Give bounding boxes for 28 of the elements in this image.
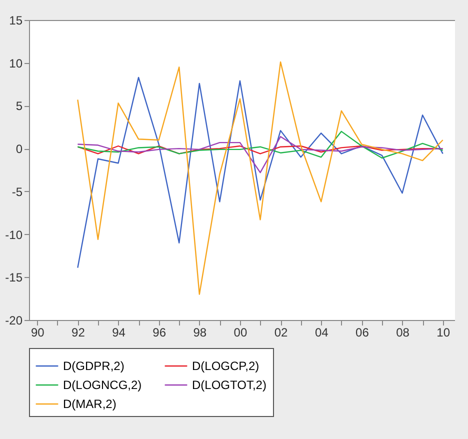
x-tick-label: 02 (274, 326, 288, 340)
y-tick-label: -15 (5, 270, 23, 285)
x-tick-label: 06 (356, 326, 370, 340)
y-tick-label: -5 (12, 184, 23, 199)
legend-label: D(LOGNCG,2) (63, 378, 142, 392)
x-tick-label: 90 (30, 326, 45, 340)
legend-label: D(LOGCP,2) (192, 359, 260, 373)
line-series (77, 136, 444, 174)
x-tick-label: 00 (234, 326, 248, 340)
x-tick-label: 94 (112, 326, 126, 340)
y-tick-label: 5 (16, 99, 23, 114)
y-tick-label: -20 (5, 314, 23, 328)
y-tick-label: -10 (5, 228, 23, 242)
x-tick-label: 10 (436, 326, 450, 340)
x-tick-label: 04 (314, 326, 329, 340)
legend-label: D(LOGTOT,2) (192, 378, 266, 392)
x-tick-label: 98 (193, 326, 207, 340)
y-tick-label: 15 (9, 14, 23, 28)
x-tick-label: 92 (72, 326, 86, 340)
line-series (77, 76, 444, 268)
legend-label: D(GDPR,2) (63, 359, 124, 373)
x-tick-label: 96 (152, 326, 166, 340)
x-tick-label: 08 (396, 326, 410, 340)
y-tick-label: 10 (9, 56, 23, 70)
line-series (77, 61, 444, 295)
y-tick-label: 0 (16, 142, 23, 156)
legend-label: D(MAR,2) (63, 397, 116, 411)
line-series (77, 130, 444, 159)
